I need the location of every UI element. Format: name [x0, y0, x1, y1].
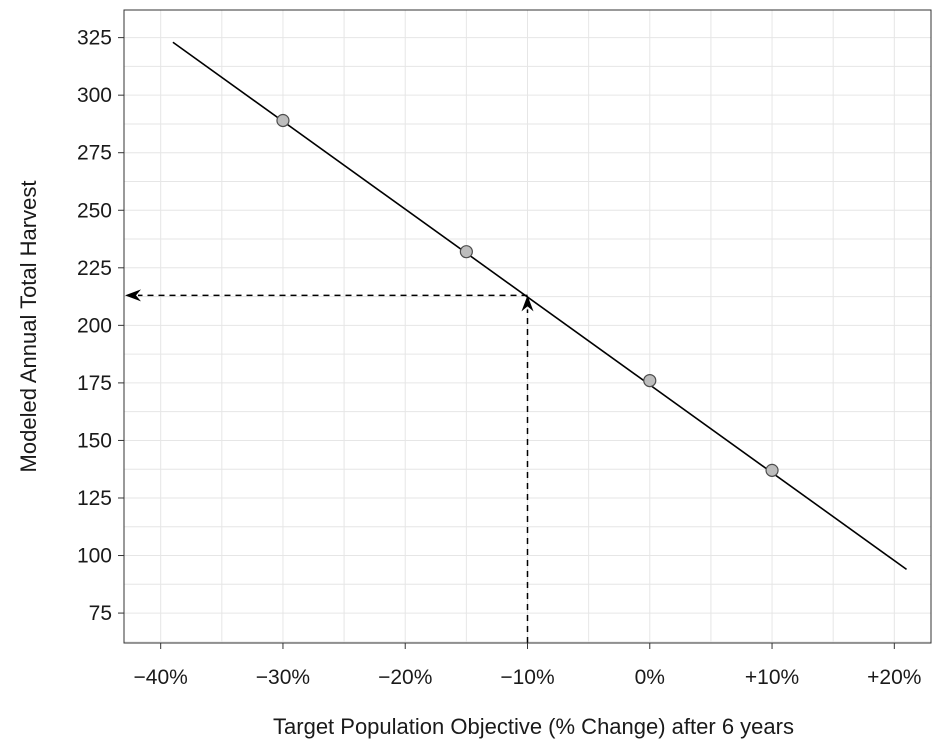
x-tick-label: −10%	[500, 666, 554, 689]
y-tick-label: 225	[77, 257, 112, 280]
y-tick-label: 100	[77, 545, 112, 568]
data-point	[765, 463, 779, 477]
y-tick-label: 250	[77, 199, 112, 222]
x-tick-label: +10%	[745, 666, 799, 689]
y-tick-label: 175	[77, 372, 112, 395]
x-axis-title: Target Population Objective (% Change) a…	[273, 714, 794, 739]
y-tick-label: 75	[89, 602, 112, 625]
y-tick-label: 300	[77, 84, 112, 107]
y-axis-title: Modeled Annual Total Harvest	[16, 181, 41, 473]
data-point	[643, 373, 657, 388]
annotation-arrowhead-left	[125, 289, 141, 302]
data-point	[276, 113, 290, 128]
data-point	[459, 245, 473, 259]
axis-ticks: 75 100 125 150 175 200 225 250 275 300 325 −40% −30%…	[77, 27, 922, 689]
y-tick-label: 275	[77, 142, 112, 165]
fit-line	[172, 41, 908, 570]
y-tick-label: 325	[77, 27, 112, 50]
x-tick-label: −30%	[256, 666, 310, 689]
y-tick-label: 200	[77, 314, 112, 337]
x-tick-label: 0%	[635, 666, 665, 689]
x-tick-label: +20%	[867, 666, 921, 689]
annotation-arrowhead-up	[521, 295, 534, 312]
x-tick-label: −20%	[378, 666, 432, 689]
y-tick-label: 150	[77, 429, 112, 452]
y-tick-label: 125	[77, 487, 112, 510]
x-tick-label: −40%	[134, 666, 188, 689]
plot-marks	[125, 41, 908, 643]
